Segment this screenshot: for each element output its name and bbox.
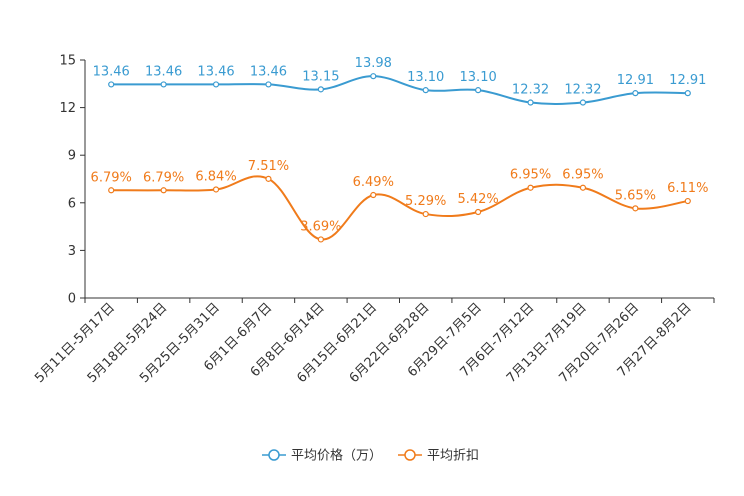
data-label: 3.69% [300, 219, 341, 234]
data-label: 6.49% [353, 175, 394, 190]
data-label: 6.95% [562, 168, 603, 183]
data-label: 6.95% [510, 168, 551, 183]
data-point[interactable] [684, 90, 691, 97]
data-label: 6.11% [667, 181, 708, 196]
data-point[interactable] [579, 99, 587, 106]
data-label: 5.29% [405, 194, 446, 209]
data-point[interactable] [370, 191, 377, 199]
data-label: 13.10 [407, 70, 444, 85]
data-label: 13.46 [250, 64, 287, 79]
data-point[interactable] [317, 236, 324, 243]
data-point[interactable] [212, 81, 220, 88]
data-point[interactable] [265, 81, 272, 88]
data-label: 5.65% [615, 188, 656, 203]
series-layer: 13.46 13.46 13.46 13.46 13.15 13.98 13.10 13.10… [91, 56, 708, 243]
data-label: 13.46 [93, 64, 130, 79]
data-label: 13.46 [197, 64, 234, 79]
data-label: 12.91 [617, 73, 654, 88]
legend-label: 平均折扣 [427, 449, 479, 464]
data-label: 13.15 [302, 69, 339, 84]
data-label: 12.32 [512, 83, 549, 98]
data-label: 13.46 [145, 64, 182, 79]
data-point[interactable] [370, 73, 377, 80]
y-tick-label: 3 [68, 244, 76, 259]
y-tick-label: 0 [68, 292, 76, 307]
data-point[interactable] [422, 210, 429, 218]
data-label: 7.51% [248, 159, 289, 174]
legend: 平均价格（万） 平均折扣 [262, 448, 479, 464]
data-label: 13.98 [355, 56, 392, 71]
x-axis: 5月11日-5月17日5月18日-5月24日5月25日-5月31日6月1日-6月… [32, 297, 715, 386]
data-label: 12.32 [564, 83, 601, 98]
legend-item-0[interactable]: 平均价格（万） [262, 448, 382, 464]
data-label: 12.91 [669, 73, 706, 88]
data-point[interactable] [422, 87, 429, 94]
data-point[interactable] [527, 184, 534, 191]
data-point[interactable] [212, 186, 220, 193]
data-label: 6.79% [91, 170, 132, 185]
y-tick-label: 6 [68, 196, 76, 211]
series-line [111, 175, 688, 241]
data-point[interactable] [632, 90, 639, 97]
series-1: 6.79% 6.79% 6.84% 7.51% 3.69% 6.49% 5.29% 5.42%… [91, 159, 708, 243]
data-point[interactable] [475, 208, 482, 216]
series-0: 13.46 13.46 13.46 13.46 13.15 13.98 13.10 13.10… [93, 56, 706, 106]
data-point[interactable] [108, 187, 115, 194]
y-tick-label: 9 [68, 149, 76, 164]
legend-label: 平均价格（万） [291, 448, 382, 464]
data-label: 13.10 [460, 70, 497, 85]
y-axis: 0 3 6 9 12 15 [59, 54, 86, 307]
legend-circle-icon [268, 449, 280, 461]
data-point[interactable] [475, 87, 482, 94]
data-point[interactable] [317, 86, 324, 93]
data-point[interactable] [632, 205, 639, 212]
data-point[interactable] [265, 175, 272, 182]
data-label: 6.79% [143, 170, 184, 185]
data-label: 6.84% [195, 169, 236, 184]
data-point[interactable] [527, 99, 534, 106]
legend-item-1[interactable]: 平均折扣 [398, 449, 479, 464]
data-point[interactable] [160, 187, 167, 194]
y-tick-label: 12 [59, 101, 76, 116]
data-point[interactable] [684, 197, 691, 205]
y-tick-label: 15 [59, 54, 76, 69]
data-label: 5.42% [457, 192, 498, 207]
series-line [111, 75, 688, 105]
legend-circle-icon [404, 449, 416, 461]
data-point[interactable] [579, 184, 587, 191]
data-point[interactable] [160, 81, 167, 88]
data-point[interactable] [108, 81, 115, 88]
